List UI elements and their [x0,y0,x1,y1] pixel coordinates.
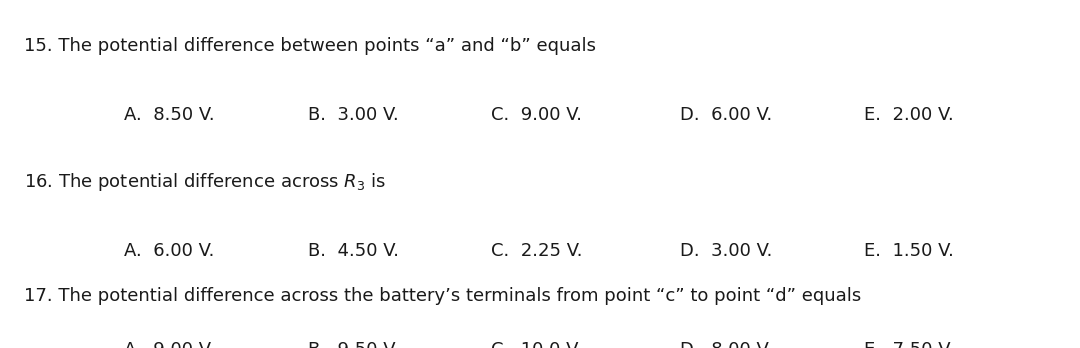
Text: B.  4.50 V.: B. 4.50 V. [308,242,399,260]
Text: C.  2.25 V.: C. 2.25 V. [491,242,583,260]
Text: A.  8.50 V.: A. 8.50 V. [124,106,215,124]
Text: B.  3.00 V.: B. 3.00 V. [308,106,399,124]
Text: E.  1.50 V.: E. 1.50 V. [864,242,954,260]
Text: B.  9.50 V.: B. 9.50 V. [308,341,399,348]
Text: D.  3.00 V.: D. 3.00 V. [680,242,773,260]
Text: A.  9.00 V.: A. 9.00 V. [124,341,215,348]
Text: A.  6.00 V.: A. 6.00 V. [124,242,215,260]
Text: C.  10.0 V.: C. 10.0 V. [491,341,582,348]
Text: E.  7.50 V.: E. 7.50 V. [864,341,954,348]
Text: 17. The potential difference across the battery’s terminals from point “c” to po: 17. The potential difference across the … [24,287,861,305]
Text: D.  6.00 V.: D. 6.00 V. [680,106,772,124]
Text: D.  8.00 V.: D. 8.00 V. [680,341,772,348]
Text: E.  2.00 V.: E. 2.00 V. [864,106,954,124]
Text: 16. The potential difference across $R_3$ is: 16. The potential difference across $R_3… [24,171,386,192]
Text: C.  9.00 V.: C. 9.00 V. [491,106,582,124]
Text: 15. The potential difference between points “a” and “b” equals: 15. The potential difference between poi… [24,37,596,55]
